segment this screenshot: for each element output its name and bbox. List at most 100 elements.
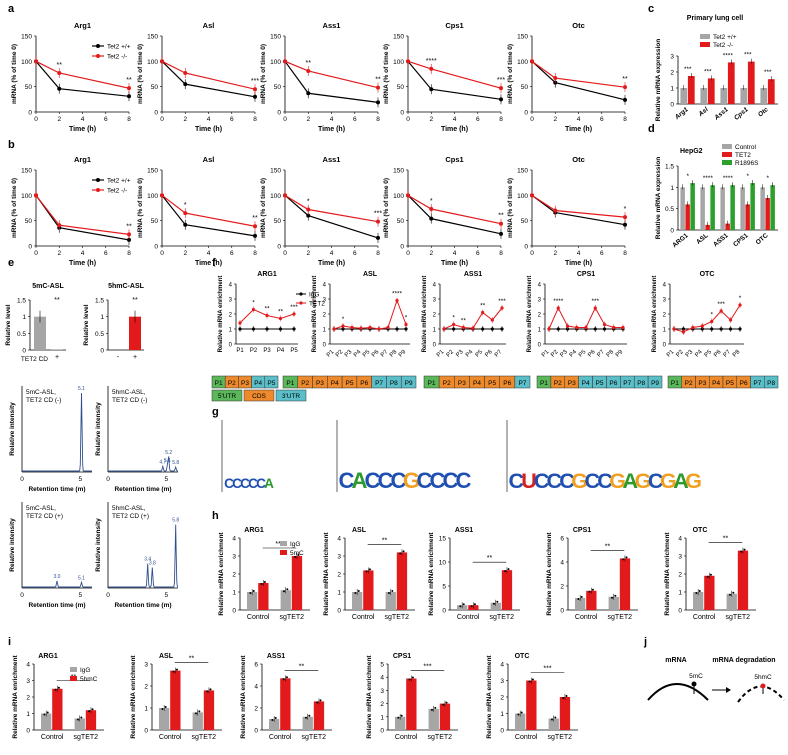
bar — [515, 713, 526, 730]
bar — [740, 187, 745, 230]
legend-label: R1896S — [735, 160, 759, 167]
region-cell — [514, 375, 531, 389]
legend-label: Tet2 +/+ — [107, 178, 131, 185]
data-point — [623, 85, 627, 90]
significance-mark: ** — [375, 77, 381, 84]
y-axis-label: Relative mRNA expression — [655, 39, 662, 122]
y-axis-label: Relative intensity — [9, 402, 16, 456]
y-axis-label: Relative mRNA enrichment — [422, 276, 428, 353]
y-tick-label: 0 — [277, 244, 281, 251]
replicate-dot — [520, 711, 523, 714]
x-tick-label: 2 — [57, 116, 61, 123]
legend-label: IgG — [290, 541, 300, 548]
significance-mark: ** — [278, 309, 284, 316]
y-axis-label: Relative mRNA enrichment — [366, 655, 373, 739]
peak-label: 5.8 — [172, 518, 179, 524]
peak-label: 3.8 — [149, 561, 156, 567]
y-tick-label: 0 — [154, 110, 158, 117]
y-tick-label: 1.5 — [95, 298, 104, 305]
bar — [559, 697, 571, 730]
x-tick-label: P4 — [277, 348, 285, 354]
arrow-head — [726, 687, 731, 693]
y-axis-label: Relative level — [5, 304, 12, 345]
region-legend-label: CDS — [252, 393, 266, 400]
x-tick-label: Control — [352, 614, 375, 621]
y-tick-label: 1 — [144, 706, 148, 713]
x-axis-label: Retention time (m) — [28, 602, 85, 609]
y-tick-label: 4 — [538, 283, 542, 289]
series-line-wt — [284, 194, 379, 239]
x-axis-label: Retention time (m) — [28, 486, 85, 493]
chart-title: ASL — [363, 271, 378, 278]
replicate-dot — [194, 712, 197, 715]
x-tick-label: P3 — [559, 349, 569, 359]
replicate-dot — [462, 603, 465, 606]
motif-letter: A — [264, 476, 274, 491]
replicate-dot — [517, 713, 520, 716]
bar — [619, 558, 631, 610]
trace-label: TET2 CD (-) — [112, 397, 147, 404]
y-tick-label: 1 — [337, 590, 341, 597]
y-tick-label: 50 — [151, 84, 159, 91]
replicate-dot — [368, 568, 371, 571]
y-tick-label: 100 — [147, 193, 158, 200]
y-tick-label: 1 — [26, 711, 30, 718]
region-cell-label: P4 — [254, 380, 262, 387]
replicate-dot — [172, 670, 175, 673]
bar — [730, 185, 735, 230]
significance-mark: ** — [487, 555, 493, 562]
y-tick-label: 0 — [22, 348, 26, 355]
x-tick-label: 4 — [453, 116, 457, 123]
series-line-wt — [407, 60, 502, 100]
y-axis-label: mRNA (% of time 0) — [137, 44, 144, 104]
y-tick-label: 0 — [100, 348, 104, 355]
chart-title: OTC — [700, 271, 715, 278]
significance-mark: * — [430, 198, 433, 205]
data-point — [306, 207, 311, 212]
y-tick-label: 0 — [380, 728, 384, 735]
x-tick-label: sgTET2 — [490, 614, 515, 621]
y-tick-label: 2 — [538, 313, 542, 319]
data-point — [283, 59, 287, 64]
x-axis-label: Time (h) — [195, 260, 222, 267]
x-tick-label: 0 — [406, 116, 410, 123]
x-tick-label: Asl — [697, 106, 710, 119]
bar — [170, 670, 181, 730]
y-tick-label: 1 — [229, 328, 233, 334]
replicate-dot — [698, 590, 701, 592]
x-tick-label: 4 — [577, 116, 581, 123]
replicate-dot — [695, 592, 698, 594]
x-tick-label: 8 — [623, 116, 627, 123]
chromatogram-trace — [108, 456, 178, 472]
replicate-dot — [175, 668, 178, 671]
replicate-dot — [399, 552, 402, 555]
x-tick-label: P3 — [344, 349, 354, 359]
region-cell-label: P5 — [726, 380, 734, 387]
x-tick-label: + — [55, 354, 59, 361]
y-axis-label: Relative mRNA enrichment — [428, 532, 435, 616]
y-tick-label: 50 — [274, 218, 282, 225]
significance-mark: **** — [553, 298, 564, 305]
y-axis-label: Relative mRNA enrichment — [323, 532, 330, 616]
bar — [352, 592, 363, 610]
y-tick-label: 0 — [442, 608, 446, 615]
data-point — [160, 59, 164, 64]
chart-title: ARG1 — [244, 527, 264, 534]
x-tick-label: 6 — [476, 250, 480, 257]
bar — [704, 575, 715, 610]
data-point — [34, 59, 38, 64]
y-tick-label: 50 — [397, 218, 405, 225]
x-tick-label: 0 — [530, 250, 534, 257]
y-tick-label: 3 — [538, 298, 542, 304]
replicate-dot — [198, 710, 201, 713]
replicate-dot — [565, 695, 568, 697]
x-tick-label: 8 — [623, 250, 627, 257]
motif-letter: C — [256, 476, 266, 491]
replicate-dot — [728, 593, 731, 596]
y-tick-label: 2 — [500, 695, 504, 702]
x-tick-label: 6 — [476, 116, 480, 123]
y-tick-label: 1 — [500, 711, 504, 718]
x-tick-label: sgTET2 — [428, 734, 453, 741]
motif-letter: C — [443, 468, 459, 493]
